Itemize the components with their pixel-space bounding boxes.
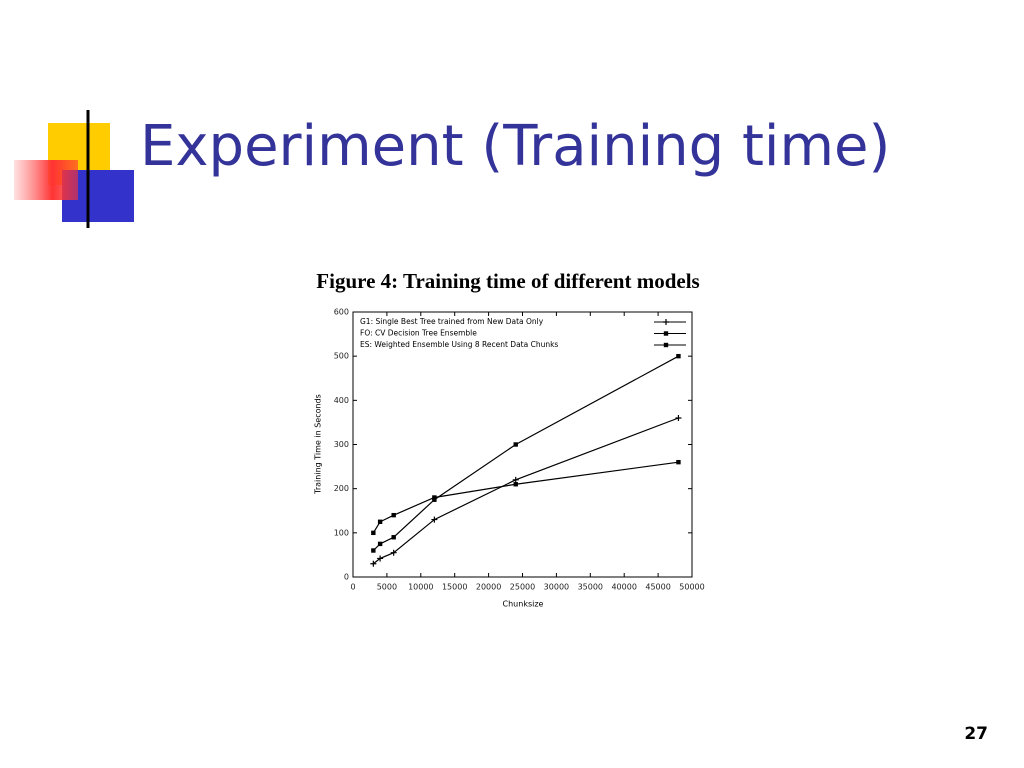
x-tick-label: 50000 [679, 583, 704, 592]
marker [513, 482, 518, 487]
marker [391, 535, 396, 540]
x-tick-label: 35000 [578, 583, 603, 592]
marker [513, 442, 518, 447]
series-line [372, 355, 679, 551]
slide-decoration [14, 110, 1000, 228]
y-tick-label: 200 [334, 484, 349, 493]
x-tick-label: 20000 [476, 583, 501, 592]
series-line [372, 417, 679, 565]
plot-frame [352, 311, 693, 578]
marker [371, 530, 376, 536]
x-tick-label: 25000 [510, 583, 535, 592]
y-tick-label: 400 [334, 396, 349, 405]
y-tick-label: 0 [344, 573, 349, 582]
marker [432, 495, 437, 500]
y-tick-label: 500 [334, 352, 349, 361]
marker [675, 415, 682, 421]
series-line [372, 461, 679, 534]
slide-title: Experiment (Training time) [140, 114, 890, 179]
marker [663, 319, 669, 325]
marker [377, 519, 383, 524]
x-tick-label: 45000 [645, 583, 670, 592]
legend-label: ES: Weighted Ensemble Using 8 Recent Dat… [360, 340, 558, 349]
x-tick-label: 15000 [442, 583, 467, 592]
x-tick-label: 30000 [544, 583, 569, 592]
x-tick-label: 5000 [377, 583, 397, 592]
x-tick-label: 10000 [408, 583, 433, 592]
x-tick-label: 0 [350, 583, 355, 592]
x-tick-label: 40000 [611, 583, 636, 592]
marker [512, 476, 519, 483]
y-axis-label: Training Time in Seconds [314, 394, 323, 495]
page-number: 27 [964, 724, 988, 744]
y-tick-label: 600 [334, 308, 349, 317]
marker [431, 516, 438, 523]
x-axis-label: Chunksize [503, 600, 544, 609]
marker [371, 548, 376, 553]
legend-label: FO: CV Decision Tree Ensemble [360, 329, 477, 338]
figure-title: Figure 4: Training time of different mod… [316, 269, 699, 293]
marker [377, 541, 383, 547]
y-tick-label: 300 [334, 440, 349, 449]
marker [370, 560, 377, 567]
marker [377, 555, 384, 562]
marker [663, 331, 669, 336]
marker [432, 497, 437, 502]
marker [676, 459, 681, 465]
y-tick-label: 100 [334, 528, 349, 537]
marker [676, 353, 681, 359]
marker [390, 549, 397, 556]
legend-label: G1: Single Best Tree trained from New Da… [360, 317, 544, 326]
marker [391, 512, 396, 518]
marker [663, 342, 669, 348]
